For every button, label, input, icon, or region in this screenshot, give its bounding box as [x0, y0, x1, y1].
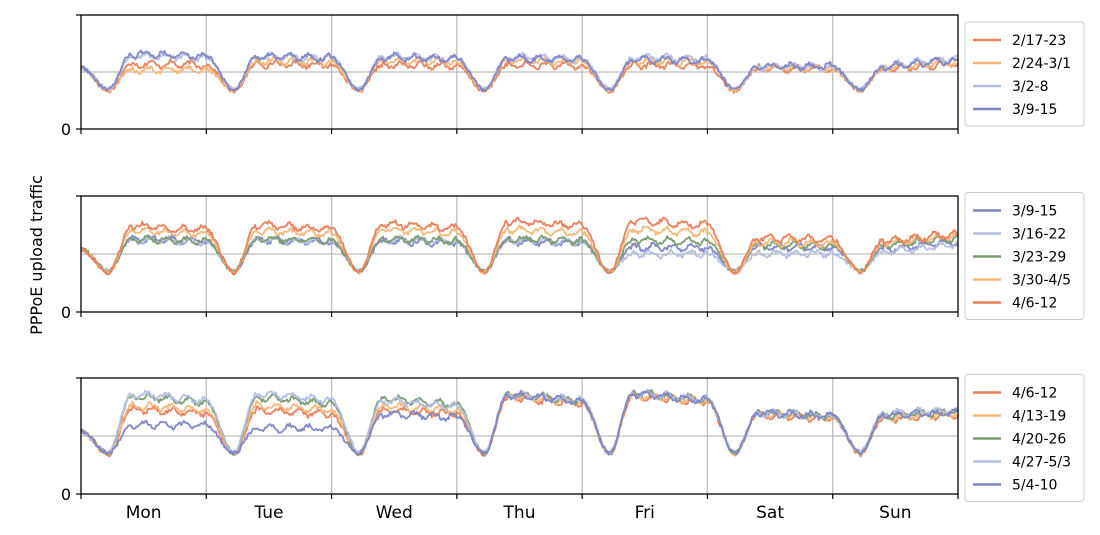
legend-label: 5/4-10 [1012, 478, 1057, 494]
axes-frame [80, 195, 959, 313]
legend-top: 2/17-23 2/24-3/1 3/2-8 3/9-15 [964, 21, 1085, 127]
x-tick-label-mon: Mon [126, 503, 162, 523]
series-line-4-6-12 [80, 216, 959, 276]
series-line-5-4-10 [80, 390, 959, 456]
legend-label: 2/17-23 [1012, 33, 1066, 49]
legend-label: 4/6-12 [1012, 296, 1057, 312]
x-tick-label-wed: Wed [376, 503, 413, 523]
y-axis-label: PPPoE upload traffic [27, 175, 46, 335]
y-tick-label-zero: 0 [61, 120, 71, 139]
x-tick-label-thu: Thu [503, 503, 536, 523]
axes-frame [80, 14, 959, 130]
chart-panels: 0 2/17-23 2/24-3/1 3/2-8 3/9-15 0 3/9-15 3/16-2… [61, 14, 1085, 504]
y-tick-label-zero: 0 [61, 485, 71, 504]
legend-box [964, 21, 1085, 127]
legend-box [964, 374, 1085, 502]
panel-top: 0 2/17-23 2/24-3/1 3/2-8 3/9-15 [61, 14, 1085, 139]
legend-label: 4/13-19 [1012, 409, 1066, 425]
legend-label: 3/23-29 [1012, 250, 1066, 266]
legend-bottom: 4/6-12 4/13-19 4/20-26 4/27-5/3 5/4-10 [964, 374, 1085, 502]
x-tick-label-sat: Sat [756, 503, 784, 523]
x-axis-tick-labels: Mon Tue Wed Thu Fri Sat Sun [126, 503, 912, 523]
panel-bottom: 0 4/6-12 4/13-19 4/20-26 4/27-5/3 5/4-10 [61, 374, 1085, 504]
axes-frame [80, 377, 959, 495]
legend-label: 3/16-22 [1012, 227, 1066, 243]
series-line-3-9-15 [80, 234, 959, 275]
panel-middle: 0 3/9-15 3/16-22 3/23-29 3/30-4/5 4/6-12 [61, 192, 1085, 322]
x-tick-label-fri: Fri [635, 503, 655, 523]
y-tick-label-zero: 0 [61, 303, 71, 322]
series-line-3-9-15 [80, 49, 959, 93]
x-tick-label-tue: Tue [253, 503, 283, 523]
legend-label: 2/24-3/1 [1012, 56, 1071, 72]
legend-label: 3/9-15 [1012, 102, 1057, 118]
legend-label: 3/30-4/5 [1012, 273, 1071, 289]
legend-label: 4/6-12 [1012, 386, 1057, 402]
legend-label: 3/2-8 [1012, 79, 1049, 95]
series-line-4-6-12 [80, 392, 959, 458]
legend-label: 4/20-26 [1012, 432, 1066, 448]
legend-middle: 3/9-15 3/16-22 3/23-29 3/30-4/5 4/6-12 [964, 192, 1085, 320]
x-tick-label-sun: Sun [879, 503, 911, 523]
legend-box [964, 192, 1085, 320]
legend-label: 3/9-15 [1012, 204, 1057, 220]
legend-label: 4/27-5/3 [1012, 455, 1071, 471]
